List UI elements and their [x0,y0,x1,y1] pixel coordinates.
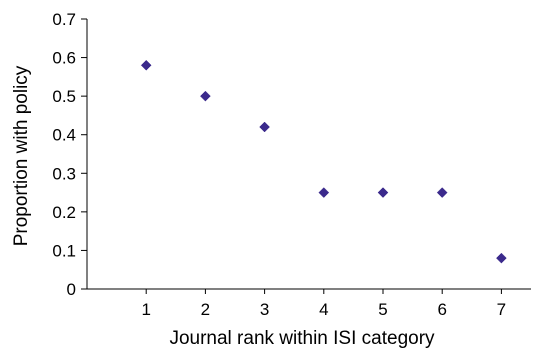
data-points [140,59,507,264]
data-point [436,187,448,198]
y-tick-label: 0.3 [52,164,76,183]
x-tick-label: 4 [319,300,328,319]
x-tick-label: 7 [497,300,506,319]
data-point [496,252,507,264]
y-tick-label: 0.1 [52,241,76,260]
x-axis: 1 2 3 4 5 6 7 [87,288,531,319]
y-tick-label: 0.6 [52,49,76,68]
data-point [377,187,389,198]
x-tick-label: 5 [378,300,387,319]
y-axis-title: Proportion with policy [11,65,32,246]
data-point [200,90,211,102]
y-tick-label: 0 [67,280,76,299]
data-point [259,121,270,133]
data-point [140,59,152,71]
y-axis: 0 0.1 0.2 0.3 0.4 0.5 0.6 0.7 [52,10,88,299]
y-tick-label: 0.4 [52,126,76,145]
y-tick-label: 0.5 [52,87,76,106]
data-point [318,187,330,198]
x-tick-label: 1 [141,300,150,319]
x-tick-label: 2 [201,300,210,319]
x-tick-label: 3 [260,300,269,319]
x-tick-label: 6 [437,300,446,319]
y-tick-label: 0.7 [52,10,76,29]
x-axis-title: Journal rank within ISI category [169,328,435,349]
y-tick-label: 0.2 [52,203,76,222]
